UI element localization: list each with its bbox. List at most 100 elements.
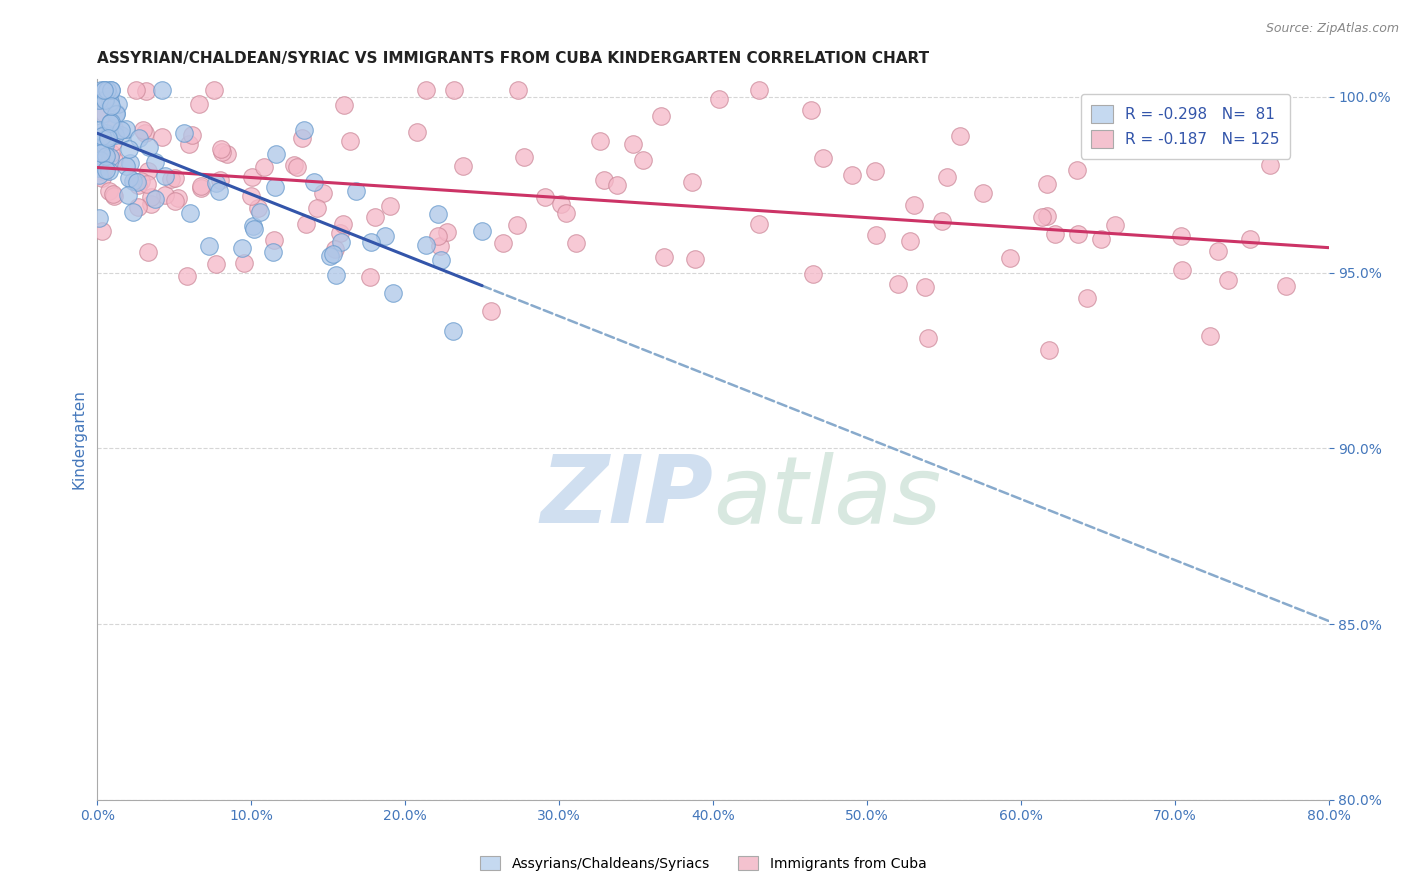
Point bbox=[87, 211, 110, 226]
Point bbox=[167, 191, 190, 205]
Point bbox=[415, 238, 437, 252]
Point bbox=[96, 83, 118, 97]
Point bbox=[94, 135, 117, 149]
Point bbox=[436, 225, 458, 239]
Point bbox=[1043, 227, 1066, 242]
Point bbox=[90, 83, 112, 97]
Point bbox=[492, 236, 515, 251]
Point bbox=[232, 256, 254, 270]
Point bbox=[1031, 210, 1053, 224]
Point bbox=[104, 128, 127, 143]
Point bbox=[931, 213, 953, 227]
Point bbox=[249, 205, 271, 219]
Point bbox=[554, 206, 576, 220]
Point bbox=[329, 226, 352, 240]
Point bbox=[187, 96, 209, 111]
Point bbox=[593, 172, 616, 186]
Point bbox=[650, 109, 672, 123]
Point bbox=[1199, 328, 1222, 343]
Point bbox=[115, 121, 138, 136]
Point bbox=[344, 185, 367, 199]
Point bbox=[426, 229, 449, 244]
Point bbox=[283, 158, 305, 172]
Point bbox=[90, 146, 112, 161]
Text: atlas: atlas bbox=[713, 451, 941, 542]
Point bbox=[441, 324, 464, 338]
Point bbox=[323, 242, 346, 256]
Legend: Assyrians/Chaldeans/Syriacs, Immigrants from Cuba: Assyrians/Chaldeans/Syriacs, Immigrants … bbox=[474, 850, 932, 876]
Point bbox=[87, 93, 110, 107]
Point bbox=[150, 130, 173, 145]
Point bbox=[240, 170, 263, 185]
Point bbox=[97, 129, 120, 144]
Point bbox=[159, 172, 181, 186]
Point bbox=[94, 92, 117, 106]
Point bbox=[1239, 232, 1261, 246]
Point bbox=[550, 197, 572, 211]
Point bbox=[1170, 229, 1192, 244]
Point bbox=[107, 97, 129, 112]
Point bbox=[163, 171, 186, 186]
Point bbox=[506, 218, 529, 232]
Point bbox=[443, 83, 465, 97]
Point bbox=[190, 179, 212, 194]
Point bbox=[96, 126, 118, 140]
Point bbox=[132, 123, 155, 137]
Point bbox=[405, 125, 427, 139]
Point bbox=[242, 222, 264, 236]
Point bbox=[291, 131, 314, 145]
Point bbox=[179, 206, 201, 220]
Point bbox=[813, 151, 835, 165]
Point bbox=[242, 219, 264, 233]
Point bbox=[177, 136, 200, 151]
Point bbox=[89, 153, 111, 167]
Point bbox=[325, 268, 347, 282]
Point bbox=[949, 128, 972, 143]
Text: ZIP: ZIP bbox=[540, 451, 713, 543]
Point bbox=[266, 146, 288, 161]
Point bbox=[295, 217, 318, 231]
Point bbox=[100, 99, 122, 113]
Point bbox=[998, 252, 1021, 266]
Point bbox=[292, 123, 315, 137]
Point bbox=[430, 253, 453, 268]
Point bbox=[231, 241, 253, 255]
Point bbox=[1218, 273, 1240, 287]
Point bbox=[681, 175, 703, 189]
Point bbox=[262, 245, 284, 260]
Point bbox=[1066, 162, 1088, 177]
Point bbox=[972, 186, 994, 201]
Point bbox=[100, 115, 122, 129]
Point bbox=[217, 146, 239, 161]
Point bbox=[359, 270, 381, 285]
Point bbox=[98, 184, 121, 198]
Point bbox=[104, 107, 127, 121]
Y-axis label: Kindergarten: Kindergarten bbox=[72, 390, 86, 490]
Point bbox=[1206, 244, 1229, 258]
Point bbox=[129, 174, 152, 188]
Point bbox=[110, 128, 132, 143]
Point bbox=[1274, 278, 1296, 293]
Point bbox=[513, 150, 536, 164]
Point bbox=[239, 189, 262, 203]
Point bbox=[139, 189, 162, 203]
Point bbox=[253, 161, 276, 175]
Point bbox=[898, 234, 921, 248]
Point bbox=[506, 83, 529, 97]
Point bbox=[94, 162, 117, 177]
Point bbox=[415, 83, 437, 97]
Point bbox=[202, 83, 225, 97]
Point bbox=[103, 120, 125, 135]
Point bbox=[98, 95, 121, 109]
Point bbox=[93, 94, 115, 108]
Point bbox=[91, 170, 114, 185]
Point bbox=[100, 150, 122, 164]
Point bbox=[887, 277, 910, 292]
Point bbox=[364, 210, 387, 224]
Point bbox=[198, 239, 221, 253]
Point bbox=[136, 177, 159, 191]
Point bbox=[134, 126, 156, 140]
Point bbox=[208, 184, 231, 198]
Point bbox=[1036, 178, 1059, 192]
Point bbox=[87, 169, 110, 183]
